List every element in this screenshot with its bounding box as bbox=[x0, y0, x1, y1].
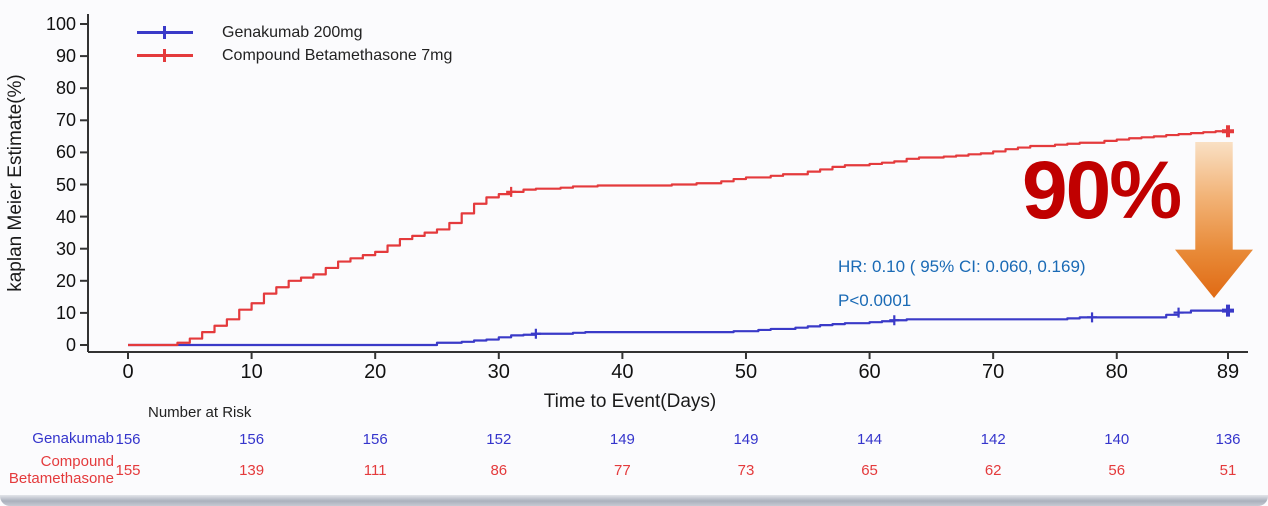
risk-table-value: 149 bbox=[609, 431, 635, 448]
y-tick-label: 20 bbox=[55, 270, 76, 291]
risk-table-value: 136 bbox=[1215, 431, 1241, 448]
risk-table-value: 86 bbox=[490, 462, 508, 479]
censor-marker bbox=[1173, 307, 1184, 318]
censor-marker bbox=[1087, 312, 1098, 323]
risk-table-value: 65 bbox=[861, 462, 878, 479]
y-tick-label: 80 bbox=[55, 78, 76, 99]
km-curve-betamethasone bbox=[128, 130, 1228, 347]
risk-table-value: 144 bbox=[857, 431, 883, 448]
risk-reduction-label: 90% bbox=[1022, 145, 1182, 236]
risk-table-value: 142 bbox=[980, 431, 1006, 448]
risk-table-value: 156 bbox=[239, 431, 265, 448]
x-tick-label: 0 bbox=[122, 361, 134, 383]
legend-label: Genakumab 200mg bbox=[222, 24, 363, 41]
censor-marker bbox=[506, 186, 517, 197]
km-curve-genakumab bbox=[128, 309, 1228, 347]
legend-line-plus-icon bbox=[137, 47, 193, 63]
risk-table-header: Number at Risk bbox=[148, 404, 252, 421]
x-tick-label: 30 bbox=[487, 361, 510, 383]
y-tick-label: 10 bbox=[55, 302, 76, 323]
risk-table-value: 156 bbox=[362, 431, 388, 448]
risk-row-label-betamethasone: Compound Betamethasone bbox=[8, 453, 114, 487]
x-tick-label: 40 bbox=[611, 361, 634, 383]
risk-table-value: 73 bbox=[737, 462, 755, 479]
x-tick-label: 89 bbox=[1216, 361, 1240, 383]
y-tick-label: 100 bbox=[45, 14, 76, 34]
x-tick-label: 10 bbox=[240, 361, 263, 383]
censor-marker bbox=[889, 315, 900, 326]
risk-table-value: 77 bbox=[614, 462, 631, 479]
y-tick-label: 40 bbox=[55, 206, 76, 227]
risk-table-value: 155 bbox=[115, 462, 141, 479]
censor-marker bbox=[530, 328, 541, 339]
x-axis-title: Time to Event(Days) bbox=[543, 391, 717, 412]
y-tick-label: 70 bbox=[55, 110, 76, 131]
x-tick-label: 70 bbox=[982, 361, 1005, 383]
legend-label: Compound Betamethasone 7mg bbox=[222, 47, 453, 64]
x-tick-label: 20 bbox=[364, 361, 387, 383]
p-value-annotation: P<0.0001 bbox=[838, 291, 912, 310]
x-tick-label: 50 bbox=[734, 361, 758, 383]
risk-row-label-genakumab: Genakumab bbox=[32, 430, 114, 447]
y-tick-label: 60 bbox=[55, 142, 76, 163]
risk-table-value: 149 bbox=[733, 431, 759, 448]
risk-table-value: 56 bbox=[1108, 462, 1126, 479]
risk-table-value: 139 bbox=[239, 462, 265, 479]
risk-table-value: 152 bbox=[486, 431, 512, 448]
y-tick-label: 30 bbox=[55, 238, 76, 259]
risk-table-value: 140 bbox=[1104, 431, 1130, 448]
risk-table-value: 62 bbox=[984, 462, 1002, 479]
censor-marker bbox=[1222, 304, 1234, 317]
censor-marker bbox=[1222, 125, 1234, 138]
y-tick-label: 50 bbox=[55, 174, 76, 195]
y-tick-label: 90 bbox=[55, 46, 76, 67]
risk-table-value: 51 bbox=[1219, 462, 1237, 479]
x-tick-label: 80 bbox=[1105, 361, 1128, 383]
x-tick-label: 60 bbox=[858, 361, 881, 383]
window-bottom-edge bbox=[0, 495, 1268, 506]
legend-line-plus-icon bbox=[137, 24, 193, 40]
y-tick-label: 0 bbox=[65, 335, 76, 355]
risk-table-value: 111 bbox=[363, 462, 387, 479]
hazard-ratio-annotation: HR: 0.10 ( 95% CI: 0.060, 0.169) bbox=[838, 257, 1086, 276]
risk-table-value: 156 bbox=[115, 431, 141, 448]
